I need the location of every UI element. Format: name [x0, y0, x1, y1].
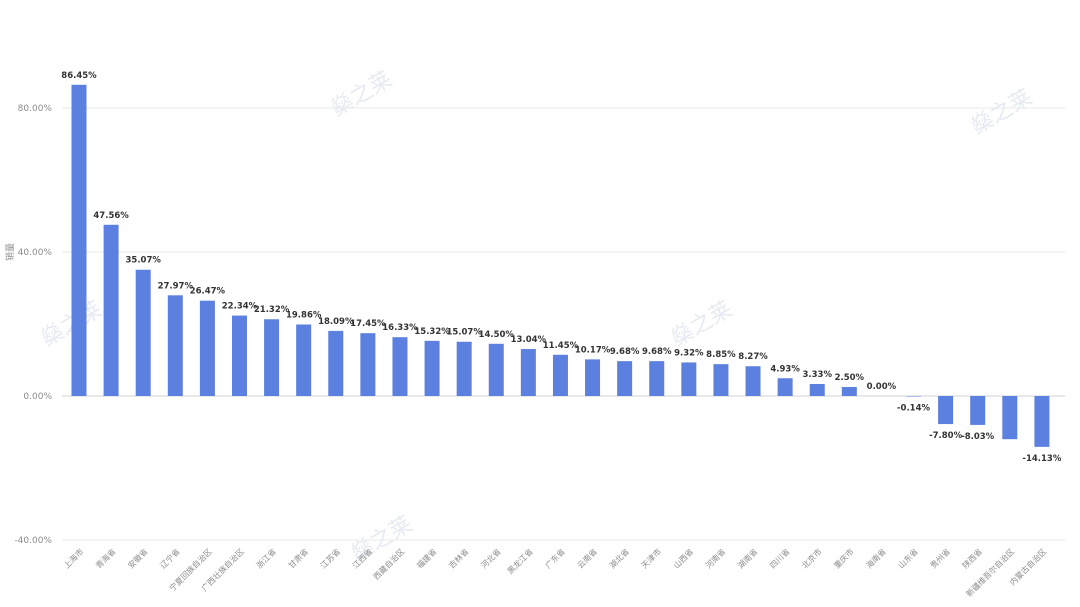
data-label: 14.50%: [479, 330, 515, 340]
category-label: 广东省: [543, 546, 567, 570]
bar: [264, 319, 280, 396]
category-label: 河北省: [479, 546, 503, 570]
bar: [71, 84, 87, 396]
watermark: 燊之莱: [327, 67, 397, 122]
category-label: 河南省: [703, 546, 727, 570]
data-label: 26.47%: [190, 287, 226, 297]
category-label: 青海省: [93, 546, 117, 570]
bar: [841, 387, 857, 396]
bar: [970, 396, 986, 425]
bar: [585, 359, 601, 396]
y-tick-label: -40.00%: [14, 536, 52, 546]
data-label: 2.50%: [835, 373, 865, 383]
bar: [1002, 396, 1018, 440]
y-axis-title: 销量: [4, 243, 16, 261]
category-label: 吉林省: [447, 546, 471, 570]
watermark: 燊之莱: [667, 297, 737, 352]
data-label: 35.07%: [125, 256, 161, 266]
watermark: 燊之莱: [967, 85, 1037, 140]
data-label: 4.93%: [770, 364, 800, 374]
data-label: 21.32%: [254, 305, 290, 315]
data-label: 8.27%: [738, 352, 768, 362]
data-label: 27.97%: [158, 281, 194, 291]
data-label: 0.00%: [867, 382, 897, 392]
bar: [488, 343, 504, 396]
category-label: 山东省: [896, 546, 920, 570]
bar: [906, 396, 922, 397]
data-label: 9.68%: [642, 347, 672, 357]
data-label: 18.09%: [318, 317, 354, 327]
bar: [167, 295, 183, 396]
bar: [231, 315, 247, 396]
bar: [1034, 396, 1050, 447]
bar: [713, 364, 729, 396]
data-label: 3.33%: [802, 370, 832, 380]
data-label: 9.32%: [674, 348, 704, 358]
data-label: 13.04%: [511, 335, 547, 345]
category-label: 贵州省: [928, 546, 952, 570]
category-label: 上海市: [61, 546, 85, 570]
bar: [552, 354, 568, 396]
category-label: 辽宁省: [158, 546, 182, 570]
data-label: 8.85%: [706, 350, 736, 360]
bar: [328, 330, 344, 396]
data-label: 16.33%: [382, 323, 418, 333]
bar: [649, 361, 665, 396]
category-label: 福建省: [414, 546, 438, 570]
category-label: 四川省: [768, 546, 792, 570]
bar: [135, 269, 151, 396]
bar: [617, 361, 633, 396]
category-label: 重庆市: [832, 546, 856, 570]
category-label: 甘肃省: [286, 546, 310, 570]
category-label: 江苏省: [318, 546, 342, 570]
category-label: 海南省: [864, 546, 888, 570]
data-label: 15.07%: [446, 328, 482, 338]
data-label: 10.17%: [575, 345, 611, 355]
y-tick-label: 80.00%: [18, 104, 53, 114]
data-label: 86.45%: [61, 71, 97, 81]
data-label: -8.03%: [961, 432, 994, 442]
category-label: 湖北省: [607, 546, 631, 570]
bar: [938, 396, 954, 425]
data-label: -7.80%: [929, 431, 962, 441]
bar: [456, 341, 472, 396]
category-label: 浙江省: [254, 546, 278, 570]
bar: [424, 340, 440, 396]
data-label: 47.56%: [93, 211, 129, 221]
bar: [103, 224, 119, 396]
y-tick-label: 40.00%: [18, 248, 53, 258]
data-label: 19.86%: [286, 311, 322, 321]
y-tick-label: 0.00%: [23, 392, 52, 402]
data-label: 22.34%: [222, 302, 258, 312]
bar: [745, 366, 761, 396]
bar: [520, 349, 536, 396]
category-label: 湖南省: [735, 546, 759, 570]
bar: [392, 337, 408, 396]
bar: [296, 324, 312, 396]
category-label: 云南省: [575, 546, 599, 570]
bar: [360, 333, 376, 396]
category-label: 北京市: [800, 546, 824, 570]
bar: [777, 378, 793, 396]
data-label: 9.68%: [610, 347, 640, 357]
bar: [681, 362, 697, 396]
category-label: 天津市: [639, 546, 663, 570]
data-label: -14.13%: [1022, 454, 1061, 464]
data-label: 15.32%: [414, 327, 450, 337]
category-label: 山西省: [671, 546, 695, 570]
data-label: 11.45%: [543, 341, 579, 351]
category-label: 黑龙江省: [505, 546, 535, 576]
bar: [809, 384, 825, 396]
bar: [199, 300, 215, 396]
data-label: 17.45%: [350, 319, 386, 329]
category-label: 安徽省: [126, 546, 150, 570]
data-label: -0.14%: [897, 404, 930, 414]
category-label: 陕西省: [960, 546, 984, 570]
